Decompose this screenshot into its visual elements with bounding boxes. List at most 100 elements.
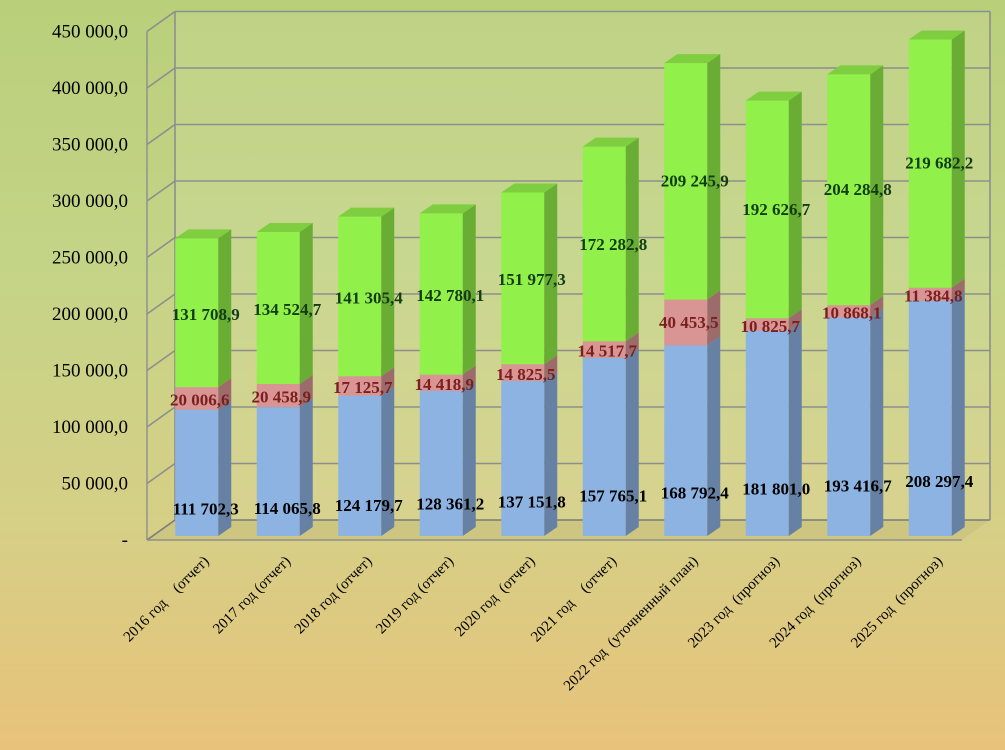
bar-side xyxy=(462,204,476,375)
data-label: 142 780,1 xyxy=(416,286,484,305)
y-tick-label: - xyxy=(122,530,128,551)
bar-top xyxy=(501,183,558,193)
data-label: 128 361,2 xyxy=(416,495,484,514)
bar-segment-0 xyxy=(419,381,476,536)
gridline-side xyxy=(146,519,176,541)
bar-top xyxy=(582,137,639,147)
data-label: 10 825,7 xyxy=(741,317,801,336)
bar-segment-0 xyxy=(745,321,802,536)
data-label: 134 524,7 xyxy=(253,300,322,319)
bar-front xyxy=(175,238,219,388)
gridline-side xyxy=(146,406,176,428)
bar-segment-2 xyxy=(256,222,313,384)
bar-front xyxy=(501,381,545,536)
bar-side xyxy=(788,309,802,331)
bar-front xyxy=(582,146,626,342)
bar-side xyxy=(299,374,313,408)
bar-top xyxy=(745,91,802,101)
x-tick-label: 2025 год (прогноз) xyxy=(848,554,946,652)
bar-side xyxy=(788,91,802,319)
bar-segment-2 xyxy=(419,204,476,375)
y-tick-label: 300 000,0 xyxy=(52,191,128,212)
data-label: 151 977,3 xyxy=(498,270,566,289)
bar-side xyxy=(707,290,721,346)
bar-front xyxy=(664,345,708,536)
bar-front xyxy=(501,192,545,365)
bar-front xyxy=(827,317,871,536)
bar-front xyxy=(745,330,789,536)
data-label: 181 801,0 xyxy=(742,480,810,499)
bar-side xyxy=(625,348,639,536)
x-tick-label: 2020 год (отчет) xyxy=(452,554,539,641)
bars xyxy=(175,30,965,536)
bar-front xyxy=(175,409,219,536)
y-tick-label: 200 000,0 xyxy=(52,304,128,325)
data-label: 157 765,1 xyxy=(579,486,647,505)
y-tick-label: 150 000,0 xyxy=(52,361,128,382)
data-label: 204 284,8 xyxy=(824,180,892,199)
gridline-side xyxy=(146,180,176,202)
data-label: 193 416,7 xyxy=(824,476,893,495)
data-label: 14 517,7 xyxy=(578,342,638,361)
data-label: 208 297,4 xyxy=(905,472,974,491)
bar-segment-2 xyxy=(501,183,558,365)
bar-segment-2 xyxy=(827,65,884,306)
bar-front xyxy=(419,213,463,375)
bar-segment-0 xyxy=(664,336,721,536)
bar-side xyxy=(381,207,395,377)
bar-segment-0 xyxy=(908,291,965,536)
data-label: 14 418,9 xyxy=(415,375,475,394)
data-label: 131 708,9 xyxy=(172,305,240,324)
bar-side xyxy=(707,336,721,536)
data-label: 209 245,9 xyxy=(661,172,729,191)
x-tick-label: 2021 год (отчет) xyxy=(528,554,620,646)
bar-side xyxy=(462,365,476,391)
y-tick-label: 400 000,0 xyxy=(52,78,128,99)
bar-front xyxy=(745,100,789,319)
data-label: 11 384,8 xyxy=(904,287,963,306)
y-axis-tick-labels: - 50 000,0 100 000,0 150 000,0 200 000,0 250 … xyxy=(52,22,128,552)
bar-top xyxy=(664,54,721,64)
y-tick-label: 450 000,0 xyxy=(52,22,128,43)
x-tick-label: 2023 год (прогноз) xyxy=(685,554,783,652)
gridline-side xyxy=(146,123,176,146)
x-tick-label: 2024 год (прогноз) xyxy=(767,554,865,652)
bar-segment-2 xyxy=(175,229,232,388)
bar-side xyxy=(218,229,232,388)
data-labels: 111 702,3 20 006,6 131 708,9 114 065,8 20 45… xyxy=(170,154,974,519)
bar-side xyxy=(870,308,884,536)
x-tick-label: 2016 год (отчет) xyxy=(121,554,213,646)
data-label: 17 125,7 xyxy=(333,378,393,397)
bar-front xyxy=(256,407,300,536)
x-tick-label: 2018 год (отчет) xyxy=(292,554,376,638)
bar-front xyxy=(745,318,789,331)
bar-segment-2 xyxy=(582,137,639,342)
bar-side xyxy=(625,137,639,342)
bar-front xyxy=(827,74,871,306)
bar-segment-2 xyxy=(338,207,395,377)
bar-segment-0 xyxy=(582,348,639,536)
bar-front xyxy=(419,374,463,391)
bar-front xyxy=(908,287,952,301)
y-tick-label: 50 000,0 xyxy=(62,474,129,495)
gridline-side xyxy=(146,236,176,259)
bar-front xyxy=(664,299,708,346)
bar-side xyxy=(951,291,965,536)
bar-side xyxy=(544,372,558,536)
bar-side xyxy=(707,54,721,300)
bar-front xyxy=(582,357,626,536)
x-axis-tick-labels: 2016 год (отчет)2017 год (отчет)2018 год… xyxy=(121,554,946,695)
bar-front xyxy=(664,63,708,300)
bar-side xyxy=(462,381,476,536)
bar-front xyxy=(827,305,871,318)
bar-side xyxy=(951,278,965,301)
y-tick-label: 350 000,0 xyxy=(52,135,128,156)
gridline-side xyxy=(146,10,176,33)
bar-side xyxy=(544,183,558,365)
bar-side xyxy=(625,332,639,358)
bar-segment-2 xyxy=(745,91,802,319)
bar-side xyxy=(299,222,313,384)
bar-side xyxy=(544,355,558,382)
bar-segment-2 xyxy=(664,54,721,300)
